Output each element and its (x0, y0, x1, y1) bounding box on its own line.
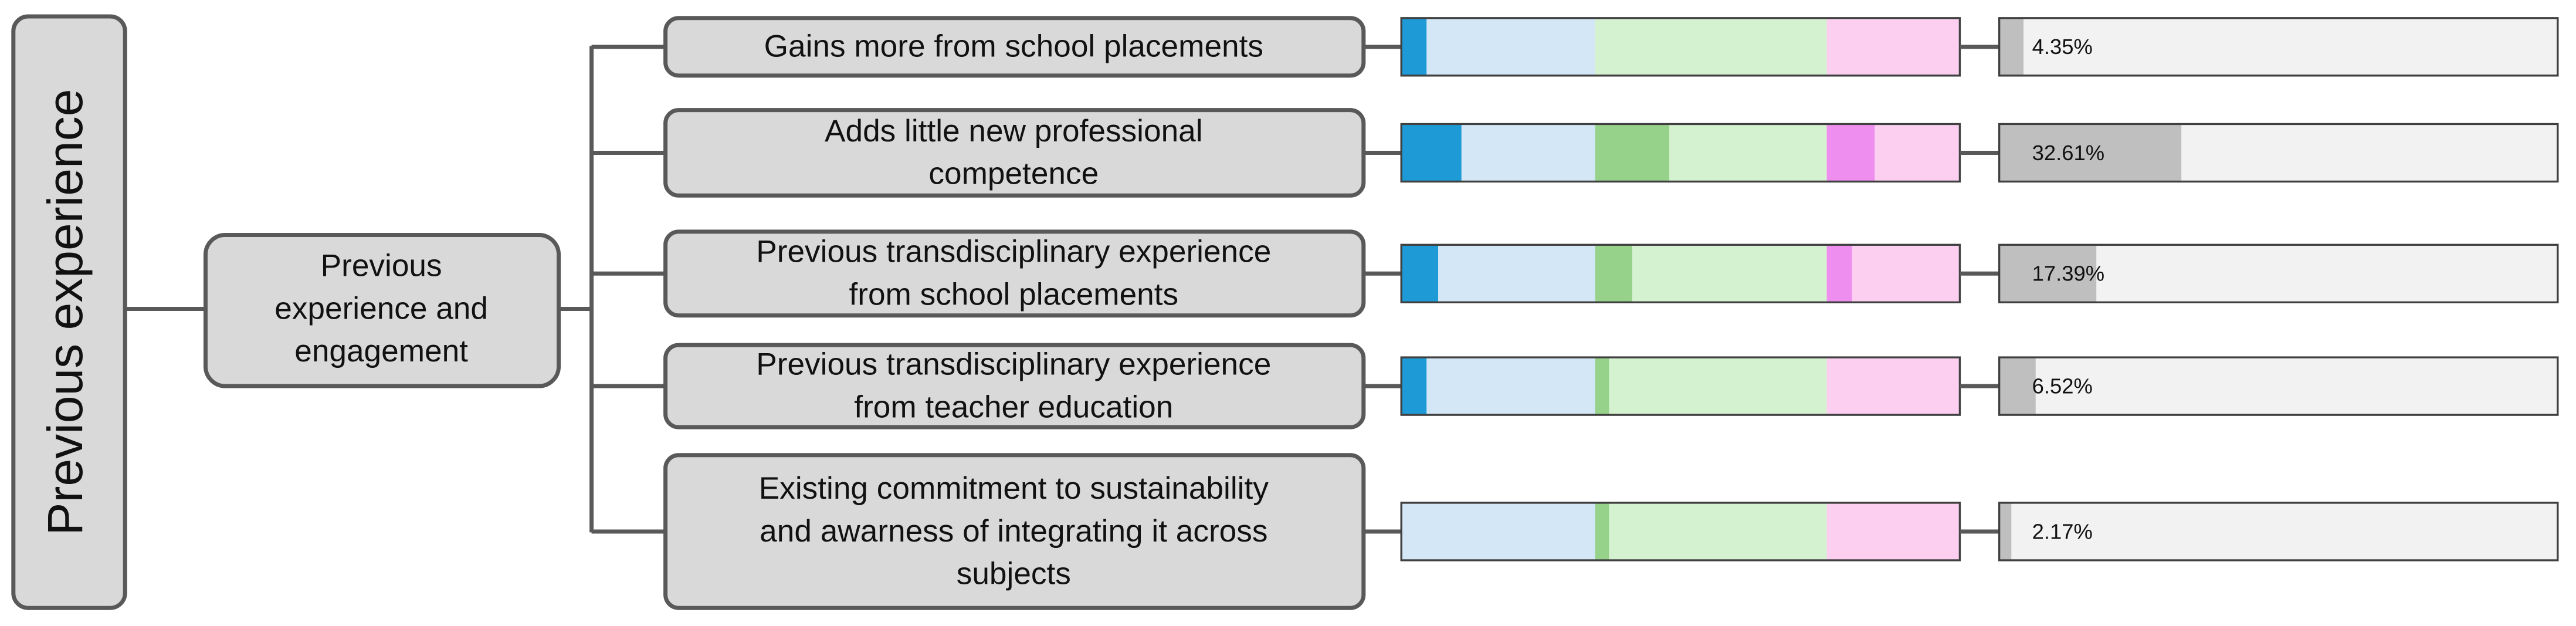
pink-segment (1826, 124, 1875, 182)
share-track (1999, 502, 2558, 560)
share-label: 6.52% (2032, 374, 2093, 398)
share-track (1999, 18, 2558, 76)
bar-frame (1998, 123, 2559, 183)
root-label: Previous experience (38, 89, 93, 536)
green-segment (1595, 245, 1632, 303)
share-bar (1999, 245, 2097, 303)
share-label: 4.35% (2032, 35, 2093, 59)
blue-section (1401, 18, 1595, 76)
pink-section (1826, 502, 1960, 560)
blue-segment (1401, 245, 1439, 303)
bar-frame (1998, 502, 2559, 561)
item-label: and awarness of integrating it across (760, 514, 1267, 549)
item-label: Adds little new professional (825, 114, 1203, 148)
blue-segment (1401, 357, 1427, 415)
item-label: Previous transdisciplinary experience (756, 235, 1271, 269)
share-label: 17.39% (2032, 262, 2104, 286)
bar-frame (1998, 243, 2559, 303)
green-segment (1595, 502, 1609, 560)
item-label: from teacher education (854, 390, 1173, 424)
root-box (11, 14, 127, 610)
item-label: Gains more from school placements (764, 29, 1263, 64)
share-bar (1999, 357, 2036, 415)
item-label: from school placements (849, 278, 1178, 312)
share-bar (1999, 124, 2182, 182)
group-label: experience and (274, 291, 488, 326)
share-bar (1999, 502, 2012, 560)
blue-section (1401, 357, 1595, 415)
pink-segment (1826, 245, 1852, 303)
green-section (1595, 245, 1827, 303)
item-label: subjects (957, 557, 1071, 591)
blue-section (1401, 502, 1595, 560)
item-label: Previous transdisciplinary experience (756, 347, 1271, 382)
green-segment (1595, 124, 1670, 182)
green-section (1595, 18, 1827, 76)
item-label: Existing commitment to sustainability (759, 471, 1269, 506)
bar-frame (1998, 356, 2559, 416)
share-track (1999, 357, 2558, 415)
bar-frame (1998, 17, 2559, 77)
pink-section (1826, 357, 1960, 415)
item-label: competence (928, 157, 1099, 191)
blue-segment (1401, 124, 1462, 182)
share-label: 32.61% (2032, 141, 2104, 165)
group-label: engagement (294, 334, 468, 368)
group-label: Previous (321, 249, 442, 283)
green-segment (1595, 357, 1609, 415)
blue-segment (1401, 18, 1427, 76)
share-bar (1999, 18, 2024, 76)
share-label: 2.17% (2032, 519, 2093, 543)
green-section (1595, 502, 1827, 560)
green-section (1595, 357, 1827, 415)
pink-section (1826, 18, 1960, 76)
